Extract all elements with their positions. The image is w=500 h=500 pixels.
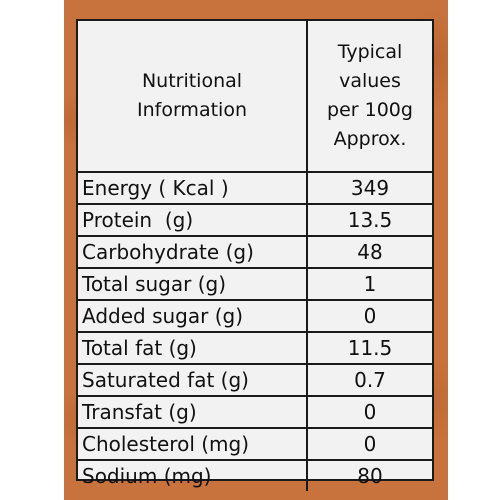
nutrient-name: Energy ( Kcal ) [78,171,308,205]
nutrition-table: Nutritional Information Typical values p… [78,21,432,491]
nutrient-name: Total sugar (g) [78,267,308,301]
table-row: Saturated fat (g) 0.7 [78,363,432,397]
nutrient-value: 13.5 [306,203,432,237]
header-value-line1: Typical [337,41,403,63]
nutrient-value: 0 [306,299,432,333]
table-row: Sodium (mg) 80 [78,459,432,491]
nutrition-facts-label: Nutritional Information Typical values p… [76,19,434,491]
header-value-line3: per 100g [327,99,413,121]
nutrient-name: Added sugar (g) [78,299,308,333]
values-header-cell: Typical values per 100g Approx. [306,21,432,173]
nutrient-name: Carbohydrate (g) [78,235,308,269]
nutrient-name: Saturated fat (g) [78,363,308,397]
nutrition-header-cell: Nutritional Information [78,21,308,173]
nutrient-name: Total fat (g) [78,331,308,365]
nutrient-name: Cholesterol (mg) [78,427,308,461]
nutrient-name: Transfat (g) [78,395,308,429]
nutrient-value: 48 [306,235,432,269]
nutrient-name: Protein (g) [78,203,308,237]
table-row: Cholesterol (mg) 0 [78,427,432,461]
nutrient-value: 0 [306,427,432,461]
nutrient-value: 80 [306,459,432,491]
header-name-line1: Nutritional [141,70,243,92]
table-row: Energy ( Kcal ) 349 [78,171,432,205]
nutrient-value: 349 [306,171,432,205]
header-value-line2: values [339,70,401,92]
header-name-line2: Information [137,99,247,121]
nutrient-value: 0.7 [306,363,432,397]
table-row: Protein (g) 13.5 [78,203,432,237]
table-row: Carbohydrate (g) 48 [78,235,432,269]
header-value-line4: Approx. [333,128,407,150]
table-header-row: Nutritional Information Typical values p… [78,21,432,173]
nutrient-value: 11.5 [306,331,432,365]
table-row: Total fat (g) 11.5 [78,331,432,365]
table-row: Added sugar (g) 0 [78,299,432,333]
table-row: Total sugar (g) 1 [78,267,432,301]
nutrient-value: 1 [306,267,432,301]
nutrient-name: Sodium (mg) [78,459,308,491]
table-row: Transfat (g) 0 [78,395,432,429]
nutrient-value: 0 [306,395,432,429]
